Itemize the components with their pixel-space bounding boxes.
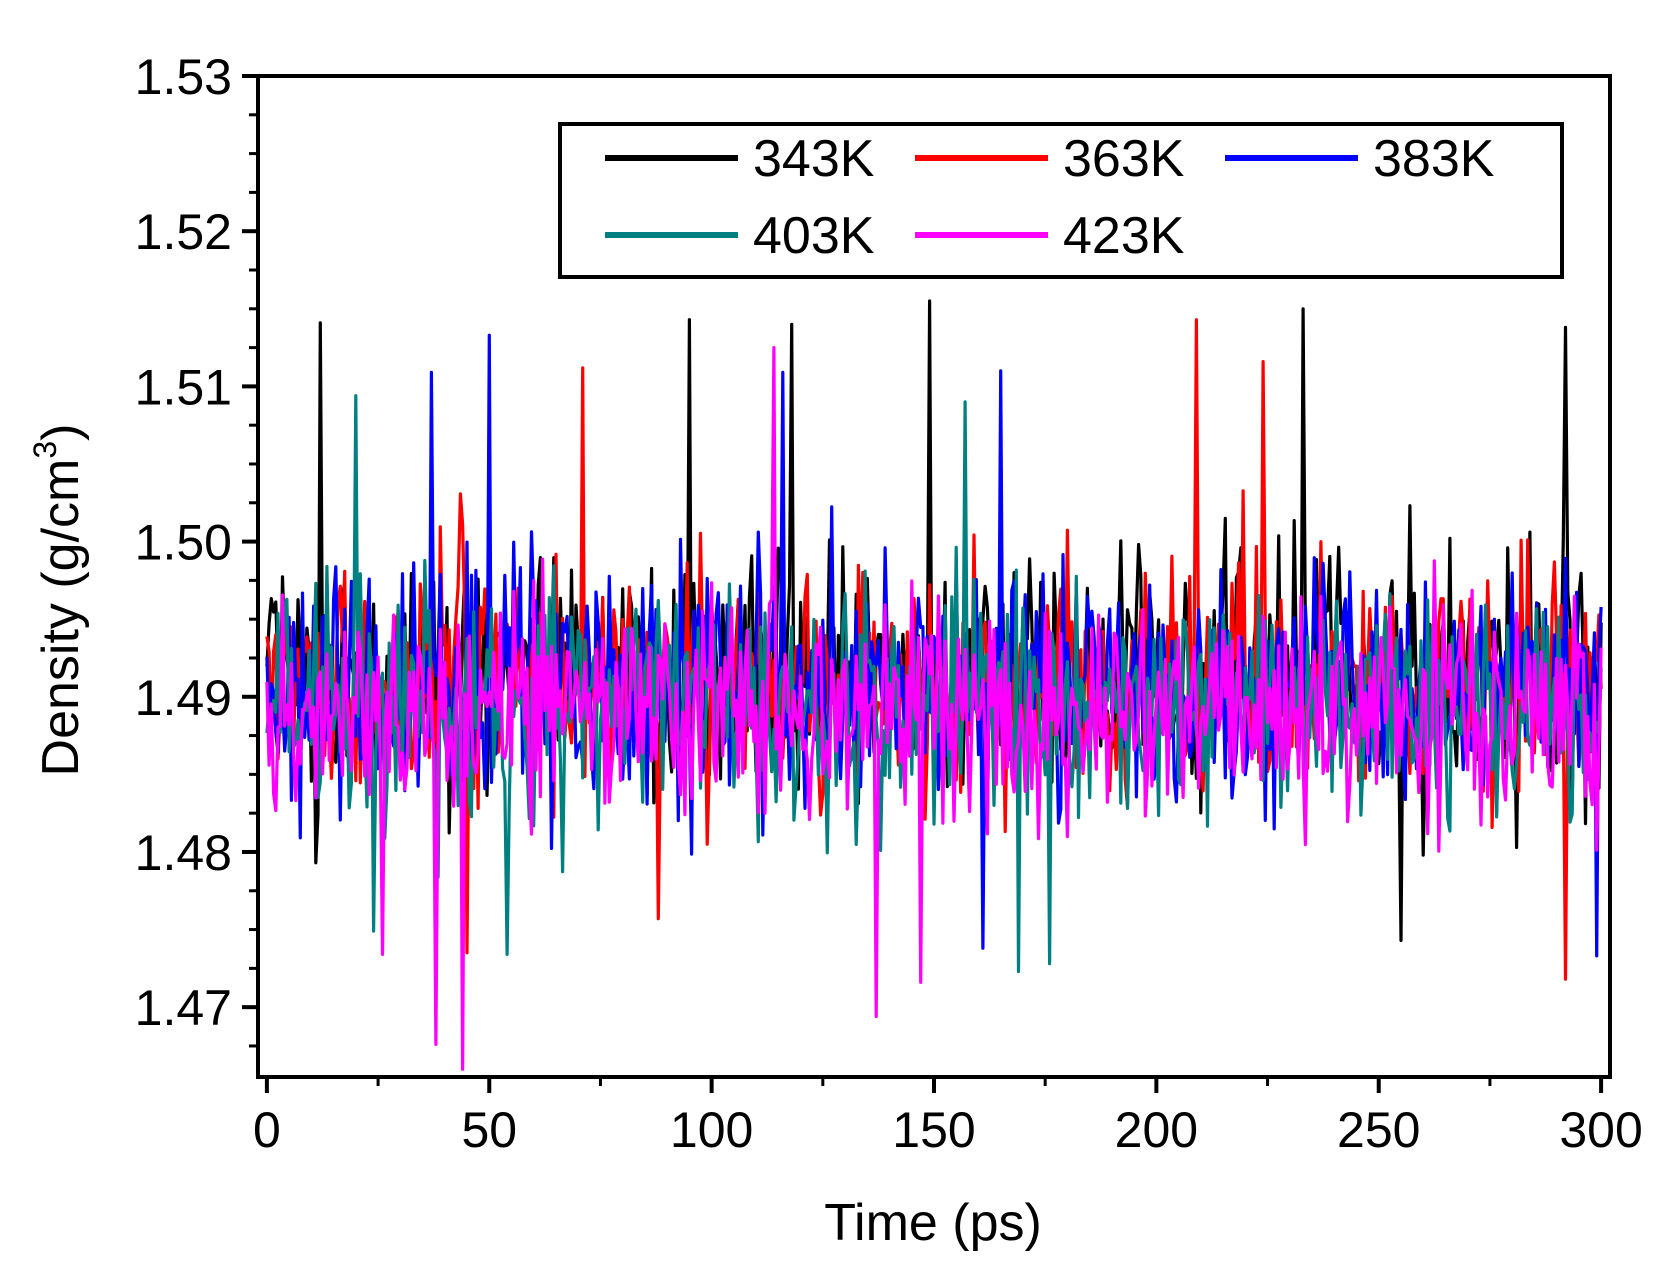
x-tick-label: 150 [892, 1102, 975, 1158]
y-tick-label: 1.52 [135, 204, 232, 260]
legend-label-383K: 383K [1373, 130, 1495, 188]
legend: 343K 363K 383K 403K 423K [558, 122, 1564, 279]
x-tick-label: 250 [1337, 1102, 1420, 1158]
x-tick-label: 50 [461, 1102, 517, 1158]
x-tick-label: 100 [670, 1102, 753, 1158]
y-tick-label: 1.49 [135, 670, 232, 726]
y-axis-label-close: ) [32, 424, 90, 441]
legend-label-423K: 423K [1063, 207, 1185, 265]
y-tick-label: 1.47 [135, 980, 232, 1036]
legend-label-403K: 403K [753, 207, 875, 265]
series-line-423K [265, 346, 1603, 1071]
x-axis-label: Time (ps) [824, 1194, 1042, 1252]
legend-label-343K: 343K [753, 130, 875, 188]
legend-label-363K: 363K [1063, 130, 1185, 188]
y-tick-label: 1.48 [135, 825, 232, 881]
y-tick-label: 1.53 [135, 49, 232, 105]
x-tick-label: 300 [1559, 1102, 1642, 1158]
y-tick-label: 1.51 [135, 359, 232, 415]
series-layer [265, 299, 1603, 1071]
x-tick-label: 0 [253, 1102, 281, 1158]
x-tick-label: 200 [1115, 1102, 1198, 1158]
y-axis-label: Density (g/cm3) [27, 424, 90, 777]
y-axis-label-main: Density (g/cm [32, 459, 90, 777]
svg-text:Density (g/cm3): Density (g/cm3) [27, 424, 90, 777]
y-axis-label-superscript: 3 [27, 441, 63, 459]
legend-box [558, 122, 1564, 279]
axis-ticks: 0 50 100 150 200 250 300 1.47 1.48 1.49 1.50 1.51 1.… [135, 49, 1643, 1158]
y-tick-label: 1.50 [135, 515, 232, 571]
